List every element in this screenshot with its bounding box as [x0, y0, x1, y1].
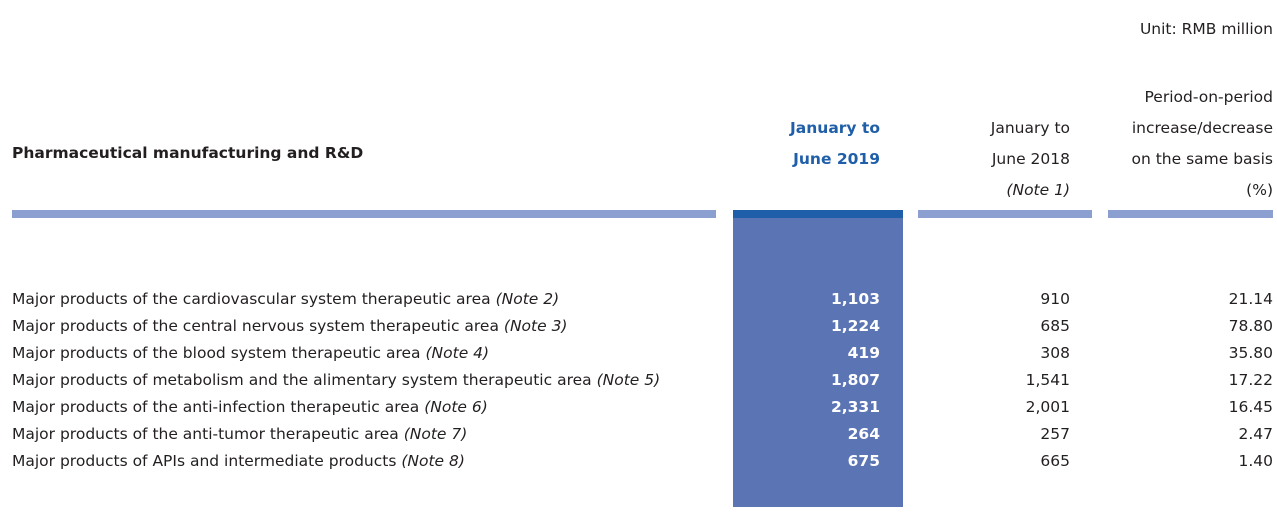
- header-line: June 2018: [991, 150, 1070, 168]
- cell: 308: [1040, 344, 1070, 362]
- rule: [733, 210, 903, 218]
- row: Major products of the anti-tumor therape…: [0, 421, 1273, 448]
- row-label: Major products of the cardiovascular sys…: [0, 286, 712, 313]
- cell: 910: [1040, 290, 1070, 308]
- spacer: [712, 286, 733, 313]
- rule: [918, 210, 1092, 218]
- cell: 685: [1040, 317, 1070, 335]
- note: (Note 6): [424, 398, 488, 416]
- label-text: Major products of the anti-infection the…: [12, 398, 420, 416]
- table: Major products of the cardiovascular sys…: [0, 286, 1273, 475]
- cell: 17.22: [1228, 371, 1273, 389]
- col2-header: January to June 2018 (Note 1): [903, 113, 1070, 206]
- row: Major products of the central nervous sy…: [0, 313, 1273, 340]
- label-text: Major products of the blood system thera…: [12, 344, 421, 362]
- spacer: [712, 421, 733, 448]
- col3-header: Period-on-period increase/decrease on th…: [1070, 82, 1273, 206]
- cell: 2,331: [733, 394, 903, 421]
- spacer: [712, 448, 733, 475]
- section-title: Pharmaceutical manufacturing and R&D: [12, 144, 364, 162]
- row: Major products of the anti-infection the…: [0, 394, 1273, 421]
- note: (Note 5): [596, 371, 661, 389]
- unit: Unit: RMB million: [1139, 20, 1273, 38]
- cell: 1.40: [1238, 452, 1273, 470]
- cell: 1,224: [733, 313, 903, 340]
- row-label: Major products of APIs and intermediate …: [0, 448, 712, 475]
- row: Major products of the blood system thera…: [0, 340, 1273, 367]
- label-text: Major products of the anti-tumor therape…: [12, 425, 399, 443]
- cell: 1,807: [733, 367, 903, 394]
- cell: 21.14: [1228, 290, 1273, 308]
- row: Major products of the cardiovascular sys…: [0, 286, 1273, 313]
- cell: 78.80: [1228, 317, 1273, 335]
- cell: 257: [1040, 425, 1070, 443]
- spacer: [712, 340, 733, 367]
- cell: 264: [733, 421, 903, 448]
- header-line: June 2019: [793, 150, 880, 168]
- rule: [12, 210, 716, 218]
- cell: 2,001: [1025, 398, 1070, 416]
- col1-header: January to June 2019: [733, 113, 880, 175]
- header-line: increase/decrease: [1131, 119, 1273, 137]
- row-label: Major products of the anti-tumor therape…: [0, 421, 712, 448]
- cell: 16.45: [1228, 398, 1273, 416]
- note: (Note 4): [425, 344, 490, 362]
- cell: 675: [733, 448, 903, 475]
- cell: 35.80: [1228, 344, 1273, 362]
- cell: 1,103: [733, 286, 903, 313]
- note: (Note 3): [503, 317, 568, 335]
- rule: [1108, 210, 1273, 218]
- row-label: Major products of the anti-infection the…: [0, 394, 712, 421]
- label-text: Major products of APIs and intermediate …: [12, 452, 397, 470]
- note: (Note 8): [401, 452, 465, 470]
- row-label: Major products of the central nervous sy…: [0, 313, 712, 340]
- header-line: January to: [790, 119, 880, 137]
- spacer: [712, 313, 733, 340]
- header-line: (%): [1246, 181, 1273, 199]
- spacer: [712, 367, 733, 394]
- spacer: [712, 394, 733, 421]
- row-label: Major products of metabolism and the ali…: [0, 367, 712, 394]
- label-text: Major products of metabolism and the ali…: [12, 371, 592, 389]
- note: (Note 2): [495, 290, 560, 308]
- header-line: January to: [990, 119, 1070, 137]
- header-line: on the same basis: [1131, 150, 1273, 168]
- label-text: Major products of the central nervous sy…: [12, 317, 499, 335]
- row: Major products of metabolism and the ali…: [0, 367, 1273, 394]
- cell: 2.47: [1238, 425, 1273, 443]
- note: (Note 7): [403, 425, 468, 443]
- cell: 665: [1040, 452, 1070, 470]
- header-line: (Note 1): [1006, 181, 1070, 199]
- cell: 419: [733, 340, 903, 367]
- label-text: Major products of the cardiovascular sys…: [12, 290, 491, 308]
- row: Major products of APIs and intermediate …: [0, 448, 1273, 475]
- header-line: Period-on-period: [1144, 88, 1274, 106]
- cell: 1,541: [1025, 371, 1070, 389]
- row-label: Major products of the blood system thera…: [0, 340, 712, 367]
